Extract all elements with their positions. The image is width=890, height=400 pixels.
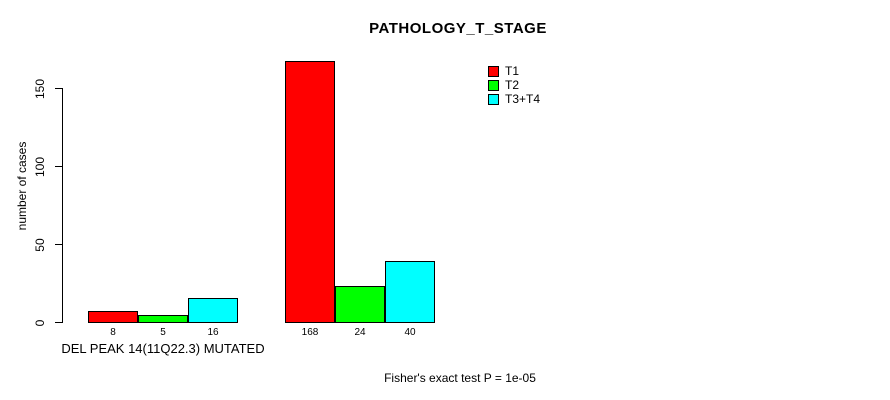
bar-value-label: 16 <box>207 327 219 338</box>
legend-swatch <box>488 93 499 105</box>
y-axis-label: number of cases <box>15 141 29 231</box>
y-tick-label: 150 <box>33 78 47 99</box>
fisher-test-annotation: Fisher's exact test P = 1e-05 <box>384 371 536 385</box>
x-group-label: DEL PEAK 14(11Q22.3) MUTATED <box>61 341 265 356</box>
bar-value-label: 40 <box>404 327 416 338</box>
y-tick-mark <box>55 322 63 323</box>
bar-value-label: 168 <box>301 327 319 338</box>
legend-swatch <box>488 65 499 77</box>
bar-value-label: 8 <box>110 327 116 338</box>
y-tick-mark <box>55 166 63 167</box>
legend-row: T2 <box>488 78 540 92</box>
y-tick-mark <box>55 88 63 89</box>
y-tick-label: 0 <box>33 319 47 326</box>
bar-value-label: 5 <box>160 327 166 338</box>
chart-title: PATHOLOGY_T_STAGE <box>369 20 547 37</box>
legend-row: T3+T4 <box>488 92 540 106</box>
y-tick-label: 100 <box>33 156 47 177</box>
legend-swatch <box>488 79 499 91</box>
legend-label: T1 <box>505 64 520 78</box>
legend-label: T2 <box>505 78 520 92</box>
bar-t3-t4 <box>188 297 238 323</box>
y-tick-label: 50 <box>33 237 47 252</box>
legend: T1 T2 T3+T4 <box>488 64 540 106</box>
bar-t2 <box>138 314 188 323</box>
bar-t1 <box>285 60 335 323</box>
bar-t1 <box>88 310 138 323</box>
bar-t3-t4 <box>385 260 435 323</box>
bar-t2 <box>335 285 385 323</box>
legend-label: T3+T4 <box>505 92 541 106</box>
y-axis-line <box>62 88 63 323</box>
bar-value-label: 24 <box>354 327 366 338</box>
legend-row: T1 <box>488 64 540 78</box>
y-tick-mark <box>55 244 63 245</box>
